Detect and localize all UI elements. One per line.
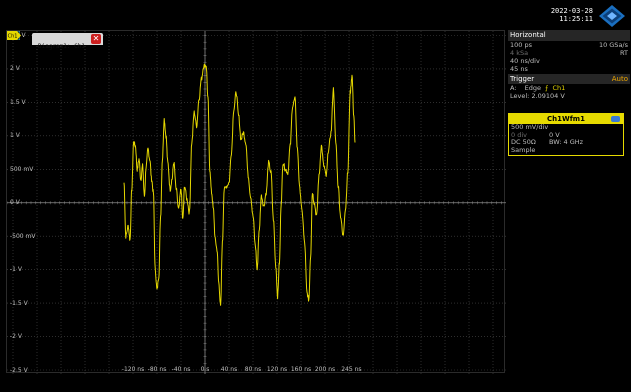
trigger-level-value: 2.09104 V	[531, 92, 565, 100]
coupling-value: DC 50Ω	[511, 138, 536, 146]
bandwidth-value: BW: 4 GHz	[549, 138, 584, 146]
waveform-menu-icon[interactable]	[611, 116, 620, 122]
channel-ground-marker[interactable]: Ch1	[7, 31, 21, 40]
y-axis-label: -1 V	[10, 266, 22, 274]
sample-rate-value: 10 GSa/s	[598, 41, 628, 49]
y-axis-label: -1.5 V	[10, 299, 28, 307]
trigger-channel-value: Ch1	[552, 84, 566, 92]
rohde-schwarz-logo-icon[interactable]	[598, 4, 626, 28]
y-axis-label: 1.5 V	[10, 98, 26, 106]
horizontal-position-value: 45 ns	[510, 65, 528, 73]
x-axis-label: 245 ns	[341, 366, 362, 373]
waveform-box-title: Ch1Wfm1	[509, 114, 623, 124]
x-axis-label: 80 ns	[244, 366, 262, 373]
resolution-value: 100 ps	[510, 41, 532, 49]
vertical-scale-value: 500 mV/div	[511, 123, 549, 131]
edge-slope-icon: ⨍	[545, 84, 549, 92]
ch1-waveform-trace	[123, 63, 356, 306]
horizontal-settings[interactable]: Horizontal 100 ps 10 GSa/s 4 kSa RT 40 n…	[508, 30, 630, 100]
settings-side-panel: Horizontal 100 ps 10 GSa/s 4 kSa RT 40 n…	[507, 30, 631, 373]
diagram-tab-label: Diagram1: Ch1	[38, 43, 85, 50]
y-axis-label: 2 V	[10, 65, 20, 73]
x-axis-label: 0 s	[200, 366, 210, 373]
trigger-level-label: Level:	[510, 92, 530, 100]
x-axis-label: -120 ns	[121, 366, 145, 373]
y-axis-label: 1 V	[10, 132, 20, 140]
y-axis-label: -2 V	[10, 333, 22, 341]
x-axis-label: 160 ns	[290, 366, 312, 373]
channel-waveform-box[interactable]: Ch1Wfm1 500 mV/div 0 div 0 V DC 50Ω BW: …	[508, 113, 624, 156]
timebase-row: 40 ns/div	[508, 57, 630, 65]
close-icon[interactable]: ✕	[90, 34, 101, 44]
position-offset-row: 0 div 0 V	[509, 130, 623, 140]
tab-diagram1[interactable]: Diagram1: Ch1 ✕	[32, 33, 103, 50]
x-axis-label: 120 ns	[266, 366, 288, 373]
record-length-value: 4 kSa	[510, 49, 529, 57]
date-time-display: 2022-03-28 11:25:11	[551, 7, 593, 23]
horizontal-title: Horizontal	[508, 30, 630, 41]
record-length-row: 4 kSa RT	[508, 49, 630, 57]
waveform-title-text: Ch1Wfm1	[547, 115, 585, 123]
waveform-canvas[interactable]	[7, 31, 506, 374]
trigger-source-row[interactable]: A: Edge ⨍ Ch1	[508, 84, 630, 92]
x-axis-label: 200 ns	[314, 366, 336, 373]
ground-marker-label: Ch1	[8, 34, 18, 40]
offset-value: 0 V	[549, 130, 560, 139]
acquisition-value: Sample	[511, 145, 536, 154]
y-axis-label: 500 mV	[10, 165, 34, 173]
y-axis-label: -2.5 V	[10, 366, 28, 374]
x-axis-label: -40 ns	[171, 366, 191, 373]
vertical-scale-row: 500 mV/div	[509, 123, 623, 132]
x-axis-label: 40 ns	[220, 366, 238, 373]
coupling-row: DC 50Ω BW: 4 GHz	[509, 138, 623, 147]
x-axis-label: -80 ns	[147, 366, 167, 373]
trigger-header[interactable]: Trigger Auto	[508, 74, 630, 84]
y-axis-label: -500 mV	[10, 232, 36, 240]
trigger-title: Trigger	[510, 75, 535, 83]
position-row: 45 ns	[508, 65, 630, 73]
acquisition-row: Sample	[509, 145, 623, 155]
vertical-position-value: 0 div	[511, 130, 527, 139]
acquisition-mode-value: RT	[619, 49, 628, 57]
date-text: 2022-03-28	[550, 7, 593, 15]
timebase-value: 40 ns/div	[510, 57, 540, 65]
trigger-type-value: Edge	[524, 84, 541, 92]
trigger-level-row: Level: 2.09104 V	[508, 92, 630, 100]
trigger-mode-value: Auto	[611, 75, 628, 83]
top-status-bar: 2022-03-28 11:25:11	[0, 0, 631, 30]
resolution-row: 100 ps 10 GSa/s	[508, 41, 630, 49]
bottom-strip	[0, 374, 631, 392]
y-axis-label: 0 V	[10, 199, 20, 207]
trigger-source-prefix: A:	[510, 84, 517, 92]
time-text: 11:25:11	[559, 15, 593, 23]
